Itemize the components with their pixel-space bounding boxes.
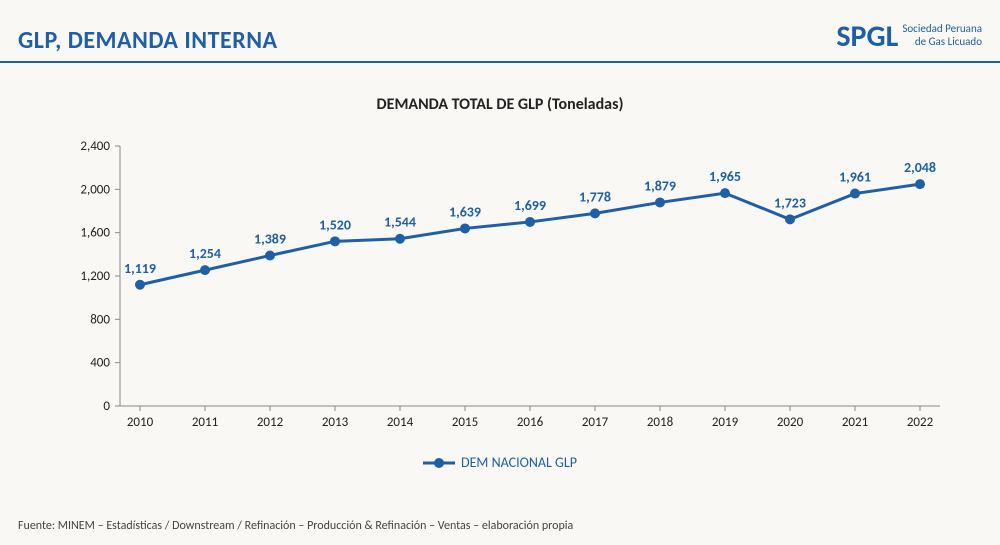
svg-text:1,520: 1,520	[319, 216, 351, 233]
legend-item: DEM NACIONAL GLP	[423, 454, 577, 471]
svg-text:2012: 2012	[257, 415, 284, 430]
svg-text:2021: 2021	[842, 415, 868, 430]
svg-text:2010: 2010	[127, 415, 154, 430]
svg-text:2016: 2016	[517, 415, 544, 430]
svg-text:2020: 2020	[777, 415, 804, 430]
chart-title: DEMANDA TOTAL DE GLP (Toneladas)	[20, 95, 980, 114]
svg-text:1,699: 1,699	[514, 197, 546, 214]
svg-text:2017: 2017	[582, 415, 609, 430]
svg-text:1,254: 1,254	[189, 245, 221, 262]
brand: SPGL Sociedad Peruana de Gas Licuado	[836, 18, 982, 55]
svg-text:2013: 2013	[322, 415, 349, 430]
svg-text:1,389: 1,389	[254, 231, 286, 248]
svg-text:1,200: 1,200	[80, 269, 110, 284]
svg-text:2014: 2014	[387, 415, 414, 430]
brand-name-line2: de Gas Licuado	[902, 36, 982, 48]
svg-text:1,119: 1,119	[124, 260, 156, 277]
svg-text:2011: 2011	[192, 415, 218, 430]
svg-text:2019: 2019	[712, 415, 739, 430]
chart-container: DEMANDA TOTAL DE GLP (Toneladas) 0 400 800…	[0, 65, 1000, 474]
svg-text:0: 0	[103, 399, 110, 414]
source-text: Fuente: MINEM – Estadísticas / Downstrea…	[18, 519, 573, 533]
brand-name-line1: Sociedad Peruana	[902, 23, 982, 35]
svg-text:1,879: 1,879	[644, 177, 676, 194]
svg-text:2,400: 2,400	[80, 139, 110, 154]
svg-text:1,600: 1,600	[80, 226, 110, 241]
legend: DEM NACIONAL GLP	[20, 454, 980, 474]
svg-text:400: 400	[90, 356, 110, 371]
svg-text:1,544: 1,544	[384, 214, 416, 231]
svg-text:2015: 2015	[452, 415, 478, 430]
svg-text:2,048: 2,048	[904, 159, 936, 176]
svg-text:800: 800	[90, 312, 110, 327]
svg-text:1,723: 1,723	[774, 194, 806, 211]
svg-text:1,639: 1,639	[449, 203, 481, 220]
legend-label: DEM NACIONAL GLP	[461, 454, 577, 471]
svg-text:1,965: 1,965	[709, 168, 741, 185]
page-title: GLP, DEMANDA INTERNA	[18, 26, 278, 55]
svg-text:2018: 2018	[647, 415, 674, 430]
svg-text:1,961: 1,961	[839, 169, 871, 186]
svg-text:1,778: 1,778	[579, 188, 611, 205]
line-chart: 0 400 800 1,200 1,600 2,000 2,400 2010 2011 2012 2…	[50, 126, 950, 446]
svg-text:2,000: 2,000	[80, 182, 110, 197]
header: GLP, DEMANDA INTERNA SPGL Sociedad Perua…	[0, 0, 1000, 63]
svg-text:2022: 2022	[907, 415, 934, 430]
legend-marker-icon	[423, 457, 455, 469]
brand-acronym: SPGL	[836, 18, 898, 55]
brand-name: Sociedad Peruana de Gas Licuado	[902, 23, 982, 47]
